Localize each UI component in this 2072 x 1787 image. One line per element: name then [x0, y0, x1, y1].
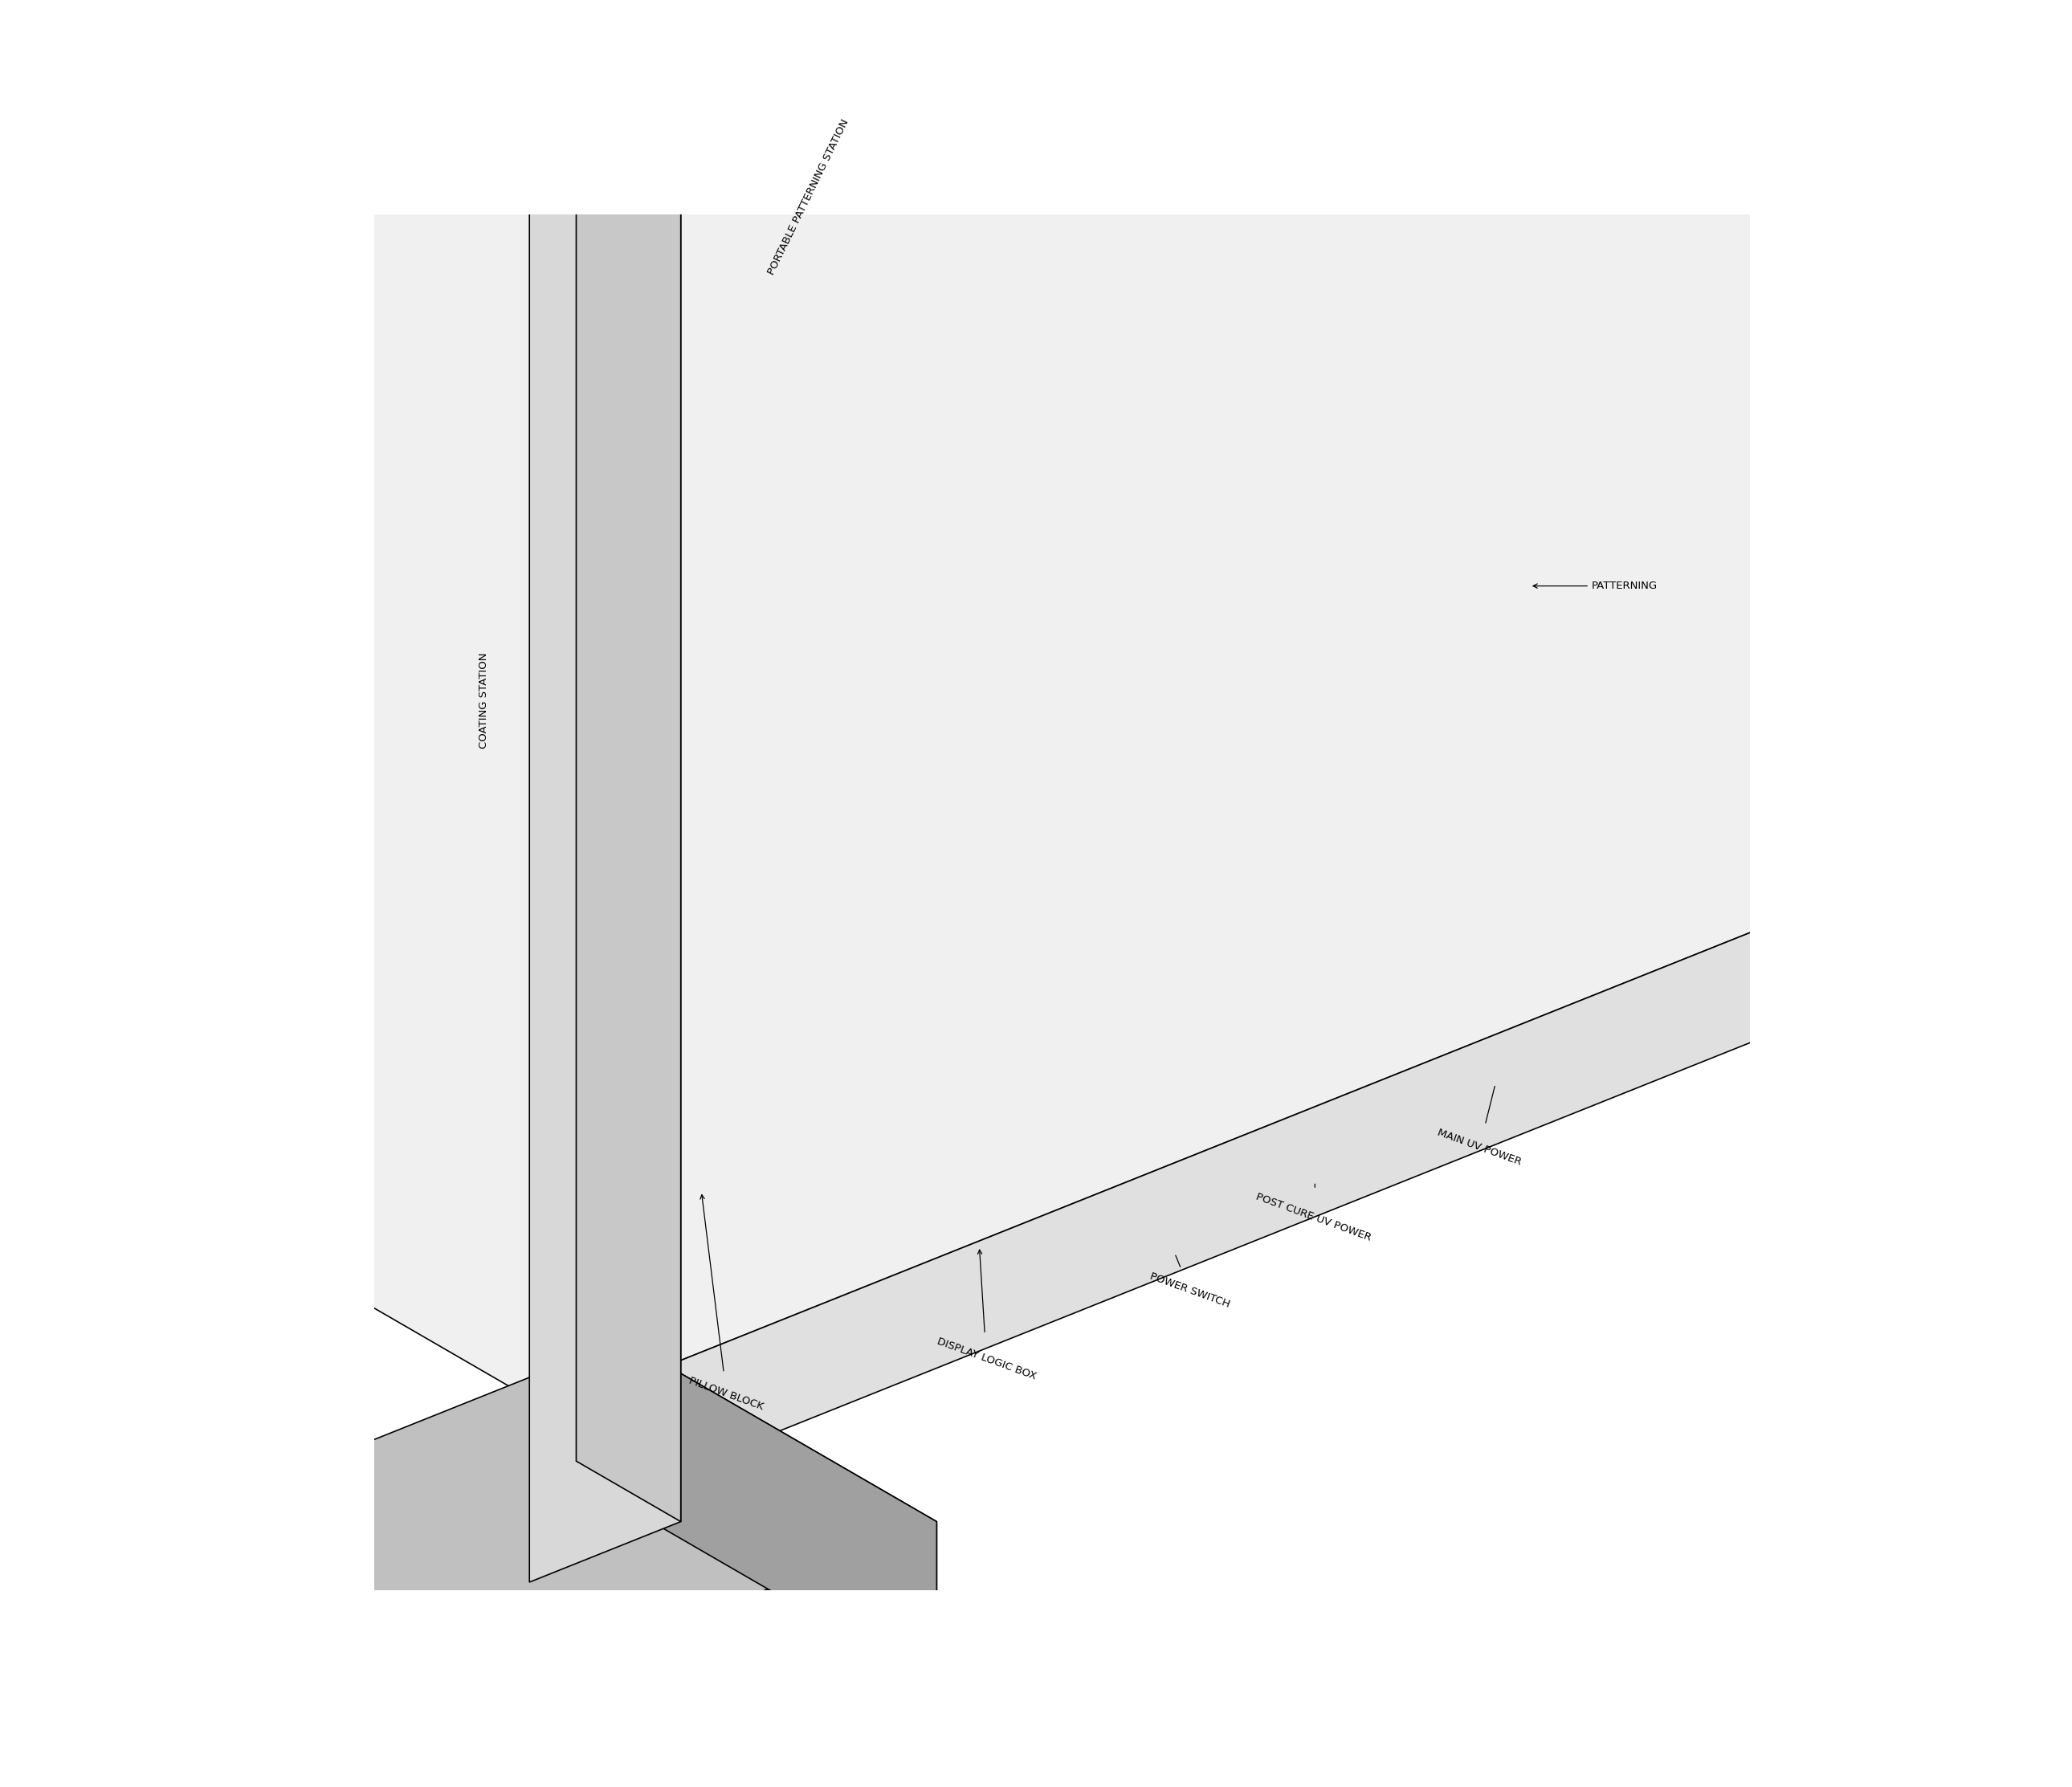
Text: DISPLAY LOGIC BOX: DISPLAY LOGIC BOX: [934, 1249, 1038, 1381]
Text: COATING STATION: COATING STATION: [479, 652, 489, 749]
Text: PILLOW BLOCK: PILLOW BLOCK: [688, 1196, 765, 1412]
Polygon shape: [605, 0, 2072, 11]
Polygon shape: [553, 0, 2072, 1523]
Polygon shape: [483, 1523, 937, 1787]
Text: PORTABLE PATTERNING STATION: PORTABLE PATTERNING STATION: [767, 118, 852, 277]
Polygon shape: [576, 0, 682, 1523]
Text: MAIN UV POWER: MAIN UV POWER: [1436, 1086, 1523, 1167]
Polygon shape: [530, 0, 682, 1581]
Polygon shape: [170, 1340, 937, 1703]
Text: POST CURE UV POWER: POST CURE UV POWER: [1254, 1185, 1372, 1244]
Text: PATTERNING: PATTERNING: [1533, 581, 1658, 591]
Polygon shape: [624, 1340, 937, 1687]
Polygon shape: [0, 0, 2072, 1412]
Text: POWER SWITCH: POWER SWITCH: [1148, 1256, 1231, 1310]
